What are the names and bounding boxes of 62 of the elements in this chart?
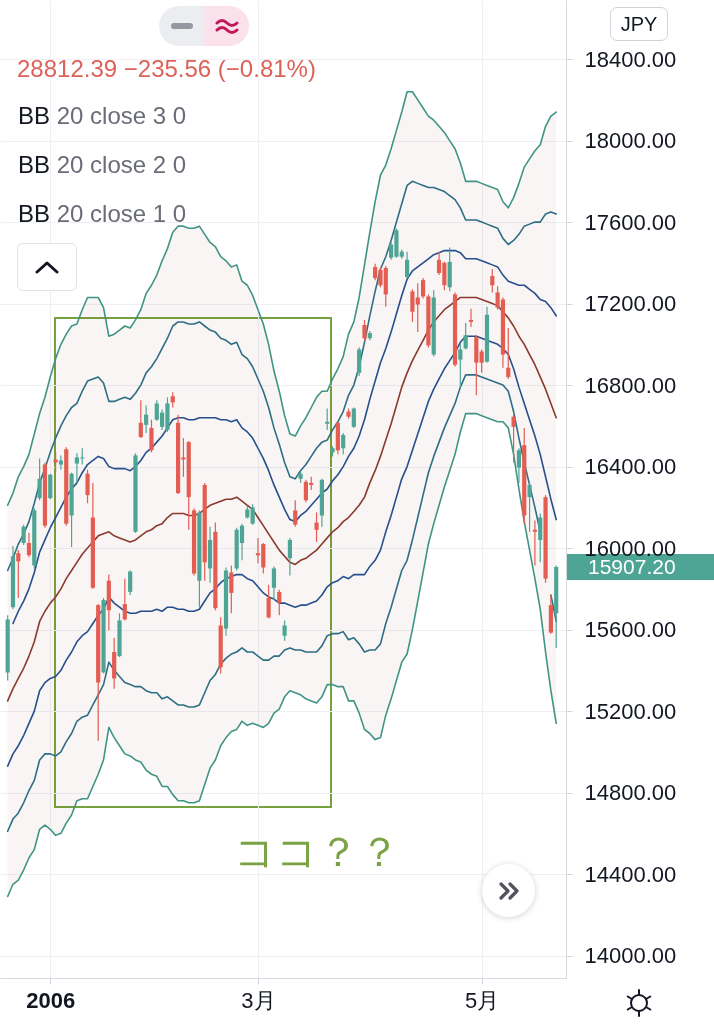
- line-series: [12, 249, 558, 625]
- candlestick: [37, 457, 42, 501]
- y-tick-label: 18000.00: [584, 128, 677, 154]
- candlestick: [357, 346, 362, 377]
- candlestick: [463, 322, 468, 351]
- candlestick: [351, 406, 356, 429]
- candlestick: [144, 404, 149, 434]
- candlestick: [26, 532, 32, 558]
- candlestick: [48, 473, 53, 500]
- y-tick-label: 17600.00: [584, 209, 677, 235]
- candlestick: [293, 499, 298, 528]
- y-tick-label: 17200.00: [584, 291, 677, 317]
- x-tick-label: 3月: [241, 987, 276, 1013]
- y-tick-label: 14400.00: [584, 861, 677, 887]
- candlestick: [404, 251, 410, 279]
- candlestick: [527, 482, 532, 533]
- candlestick: [53, 451, 58, 474]
- candlestick: [16, 549, 21, 599]
- candlestick: [138, 399, 143, 439]
- y-tick-label: 14800.00: [584, 780, 677, 806]
- candlestick: [266, 584, 271, 619]
- candlestick: [122, 578, 127, 622]
- x-tick-label: 2006: [26, 987, 76, 1013]
- candlestick: [506, 327, 511, 380]
- y-tick-label: 15600.00: [584, 617, 677, 643]
- annotation: 28812.39 −235.56 (−0.81%): [17, 55, 316, 82]
- annotation: BB 20 close 1 0: [18, 200, 187, 227]
- candlestick: [287, 537, 293, 577]
- candlestick: [128, 569, 133, 596]
- line-series: [6, 180, 558, 572]
- y-tick-label: 18400.00: [584, 46, 677, 72]
- annotation: BB 20 close 2 0: [18, 151, 187, 178]
- candlestick: [271, 565, 277, 601]
- candlestick: [282, 619, 287, 642]
- currency-button: JPY: [610, 7, 668, 41]
- annotation: ココ？？: [234, 829, 400, 875]
- candlestick: [21, 524, 26, 546]
- candlestick: [341, 432, 346, 455]
- line-series: [6, 412, 558, 898]
- candlestick: [229, 564, 234, 614]
- candlestick: [479, 348, 484, 374]
- candlestick: [420, 277, 426, 300]
- candlestick: [511, 414, 516, 464]
- line-series: [6, 90, 558, 507]
- x-tick-label: 5月: [465, 987, 500, 1013]
- y-tick-label: 16400.00: [584, 454, 677, 480]
- candlestick: [538, 512, 543, 563]
- candlestick: [277, 589, 282, 616]
- candlestick: [516, 447, 522, 484]
- y-tick-label: 15200.00: [584, 698, 677, 724]
- candlestick: [362, 319, 367, 342]
- y-tick-label: 16800.00: [584, 372, 677, 398]
- y-tick-label: 14000.00: [584, 943, 677, 969]
- annotation: BB 20 close 3 0: [18, 102, 187, 129]
- candlestick: [58, 454, 64, 471]
- candlestick: [149, 419, 154, 453]
- candlestick: [314, 511, 319, 543]
- candlestick: [85, 469, 90, 504]
- candlestick: [250, 503, 255, 526]
- line-series: [6, 335, 558, 767]
- candlestick: [458, 343, 463, 388]
- candlestick: [490, 268, 495, 293]
